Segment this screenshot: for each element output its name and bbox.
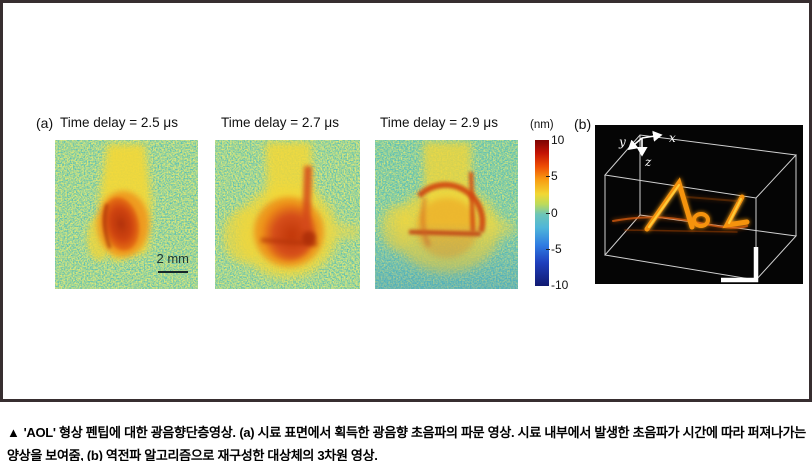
scale-bar: [158, 271, 188, 273]
colorbar: [535, 140, 549, 286]
colorbar-tickmark: [546, 249, 550, 250]
colorbar-tick-neg5: -5: [551, 242, 562, 256]
scale-bar-label: 2 mm: [156, 251, 190, 266]
hm2-expanding-wave-signal: [223, 142, 360, 278]
panel-b-label: (b): [574, 116, 592, 132]
aol-object-glyphs: [612, 177, 750, 233]
figure-caption: ▲ 'AOL' 형상 펜팁에 대한 광음향단층영상. (a) 시료 표면에서 획…: [7, 421, 806, 461]
panel-a3-title: Time delay = 2.9 μs: [380, 115, 498, 130]
heatmap-2.7us: [215, 140, 360, 289]
colorbar-tick-0: 0: [551, 206, 558, 220]
heatmap-2.5us: 2 mm: [55, 140, 198, 289]
x-axis-label: x: [669, 131, 676, 145]
caption-triangle-marker: ▲: [7, 425, 20, 440]
panel-a1-title: Time delay = 2.5 μs: [60, 115, 178, 130]
colorbar-tick-5: 5: [551, 169, 558, 183]
colorbar-tick-neg10: -10: [551, 278, 569, 292]
z-axis-label: z: [644, 155, 652, 169]
axes-triad: [627, 130, 663, 157]
colorbar-tickmark: [546, 176, 550, 177]
panel-b-3d-render: x y z: [595, 125, 803, 284]
figure-frame: (a) Time delay = 2.5 μs Time delay = 2.7…: [0, 0, 812, 402]
colorbar-unit-label: (nm): [530, 119, 554, 131]
heatmap-2.7us-image: [215, 140, 360, 289]
panel-b-background: [595, 125, 803, 284]
hm1-pen-tip-signal: [87, 144, 152, 262]
heatmap-2.5us-image: [55, 140, 198, 289]
reconstruction-3d-image: x y z: [595, 125, 803, 284]
panel-a-label: (a): [36, 115, 54, 131]
panel-a2-title: Time delay = 2.7 μs: [221, 115, 339, 130]
colorbar-tickmark: [546, 213, 550, 214]
hm3-cool-overlay: [375, 140, 518, 289]
heatmap-2.9us-image: [375, 140, 518, 289]
caption-title: 'AOL' 형상 펜팁에 대한 광음향단층영상.: [23, 425, 236, 440]
heatmap-2.9us: [375, 140, 518, 289]
corner-scale-marker: [721, 247, 759, 283]
y-axis-label: y: [618, 135, 626, 149]
colorbar-tick-10: 10: [551, 133, 565, 147]
caption-body: (a) 시료 표면에서 획득한 광음향 초음파의 파문 영상. 시료 내부에서 …: [7, 425, 806, 461]
